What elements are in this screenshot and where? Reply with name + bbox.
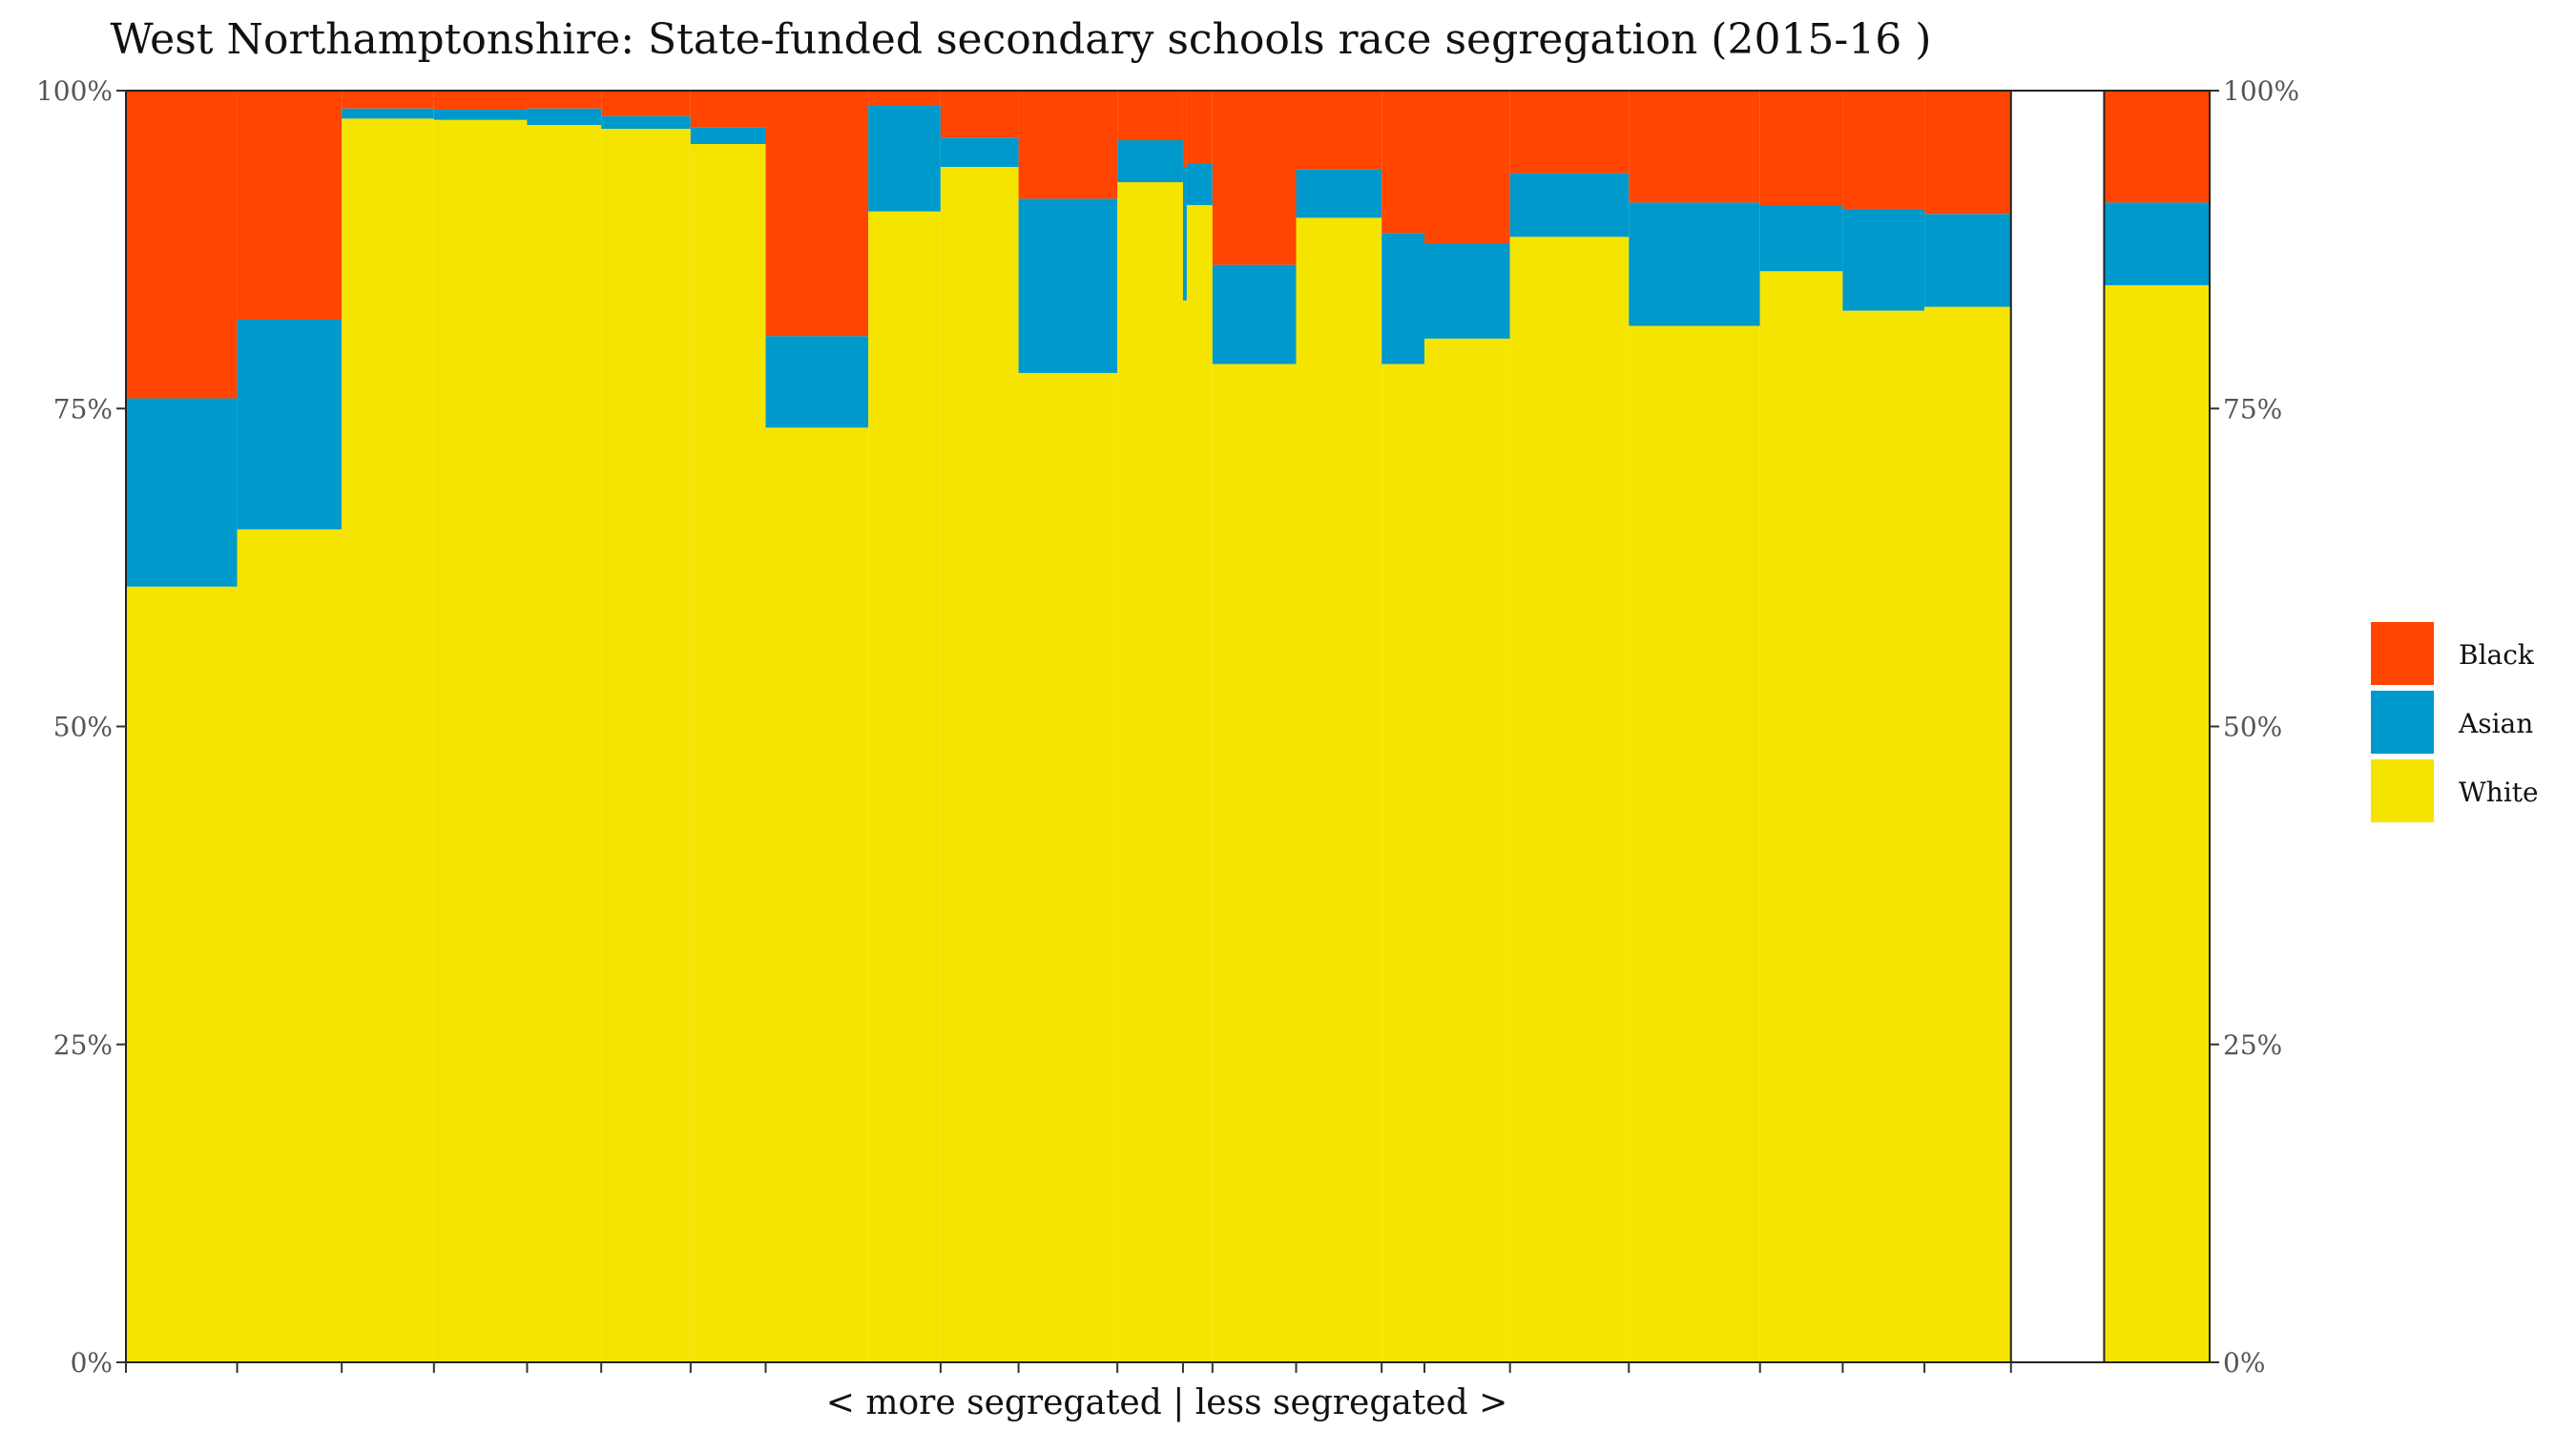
bar-white-16 <box>1296 218 1382 1362</box>
bar-asian-19 <box>1509 173 1630 238</box>
bar-asian-2 <box>237 319 343 529</box>
bar-asian-23 <box>1924 214 2011 307</box>
bar-white-8 <box>765 427 869 1362</box>
y-axes: 0% 0% 25% 25% 50% 50% 75% 75% 100% 100% <box>36 75 2299 1379</box>
legend-label-asian: Asian <box>2458 708 2533 739</box>
bar-white-13 <box>1182 300 1187 1362</box>
bar-black-24 <box>2104 91 2210 203</box>
bar-asian-22 <box>1842 208 1925 311</box>
bar-black-14 <box>1186 91 1213 163</box>
legend-swatch-black <box>2371 622 2434 685</box>
y-tick-label-right: 100% <box>2223 75 2299 107</box>
bar-asian-10 <box>940 137 1019 167</box>
bar-white-20 <box>1629 325 1760 1363</box>
bar-asian-6 <box>601 115 691 129</box>
bar-asian-1 <box>126 398 238 587</box>
bar-white-3 <box>342 118 434 1362</box>
bar-black-20 <box>1629 91 1760 203</box>
x-axis-label: < more segregated | less segregated > <box>826 1383 1508 1422</box>
bar-white-10 <box>940 166 1019 1363</box>
bar-black-3 <box>342 91 434 109</box>
bar-white-4 <box>433 119 528 1363</box>
bar-asian-24 <box>2104 202 2210 285</box>
bar-white-22 <box>1842 310 1925 1362</box>
legend-label-white: White <box>2459 777 2539 808</box>
x-axis <box>125 1362 2012 1373</box>
bar-black-11 <box>1018 91 1118 199</box>
bar-black-10 <box>940 91 1019 138</box>
bar-black-16 <box>1296 91 1382 170</box>
bar-asian-5 <box>527 108 602 125</box>
bar-white-18 <box>1424 338 1510 1362</box>
bar-asian-17 <box>1381 233 1425 364</box>
bar-asian-4 <box>433 109 528 120</box>
bar-white-6 <box>601 128 691 1363</box>
bar-black-15 <box>1212 91 1297 265</box>
bar-black-19 <box>1509 91 1630 174</box>
bar-black-18 <box>1424 91 1510 243</box>
y-tick-label-left: 50% <box>53 712 113 743</box>
bar-asian-11 <box>1018 198 1118 373</box>
bar-white-23 <box>1924 306 2011 1362</box>
legend-swatch-asian <box>2371 691 2434 754</box>
y-tick-label-left: 0% <box>71 1347 113 1379</box>
bar-white-2 <box>237 529 343 1362</box>
bar-white-1 <box>126 586 238 1362</box>
bar-black-22 <box>1842 91 1925 209</box>
legend: Black Asian White <box>2371 622 2539 822</box>
bar-black-23 <box>1924 91 2011 215</box>
bar-asian-9 <box>868 105 941 212</box>
bar-white-21 <box>1759 271 1843 1362</box>
bar-white-24 <box>2104 284 2210 1363</box>
bar-asian-18 <box>1424 242 1510 339</box>
bar-white-5 <box>527 124 602 1363</box>
bar-white-19 <box>1509 237 1630 1362</box>
bar-asian-8 <box>765 336 869 428</box>
bar-white-7 <box>690 143 766 1363</box>
bar-white-14 <box>1186 204 1213 1363</box>
bar-white-15 <box>1212 363 1297 1363</box>
bar-black-21 <box>1759 91 1843 205</box>
bar-black-1 <box>126 91 238 399</box>
bar-asian-12 <box>1117 139 1183 182</box>
y-tick-label-left: 100% <box>36 75 113 107</box>
bar-asian-13 <box>1182 166 1187 301</box>
bar-black-13 <box>1182 91 1187 167</box>
bar-white-17 <box>1381 363 1425 1363</box>
bar-black-12 <box>1117 91 1183 140</box>
bar-asian-7 <box>690 127 766 144</box>
legend-label-black: Black <box>2459 639 2535 671</box>
chart-title: West Northamptonshire: State-funded seco… <box>111 15 1932 64</box>
y-tick-label-right: 0% <box>2223 1347 2265 1379</box>
bar-asian-15 <box>1212 264 1297 364</box>
y-tick-label-left: 25% <box>53 1029 113 1061</box>
bar-black-17 <box>1381 91 1425 234</box>
y-tick-label-left: 75% <box>53 393 113 425</box>
bar-asian-3 <box>342 108 434 119</box>
bar-black-5 <box>527 91 602 109</box>
bar-asian-14 <box>1186 162 1213 205</box>
bar-black-6 <box>601 91 691 116</box>
y-tick-label-right: 25% <box>2223 1029 2282 1061</box>
bar-black-4 <box>433 91 528 110</box>
bar-asian-20 <box>1629 202 1760 326</box>
bar-black-7 <box>690 91 766 128</box>
bar-asian-16 <box>1296 169 1382 218</box>
bar-white-11 <box>1018 372 1118 1362</box>
legend-swatch-white <box>2371 759 2434 822</box>
gap-separator <box>2009 90 2106 1363</box>
bar-asian-21 <box>1759 204 1843 272</box>
y-tick-label-right: 75% <box>2223 393 2282 425</box>
bar-black-9 <box>868 91 941 106</box>
plot-area <box>125 90 2211 1363</box>
y-tick-label-right: 50% <box>2223 712 2282 743</box>
bar-white-12 <box>1117 181 1183 1363</box>
bar-white-9 <box>868 211 941 1362</box>
bar-black-8 <box>765 91 869 337</box>
bar-black-2 <box>237 91 343 320</box>
